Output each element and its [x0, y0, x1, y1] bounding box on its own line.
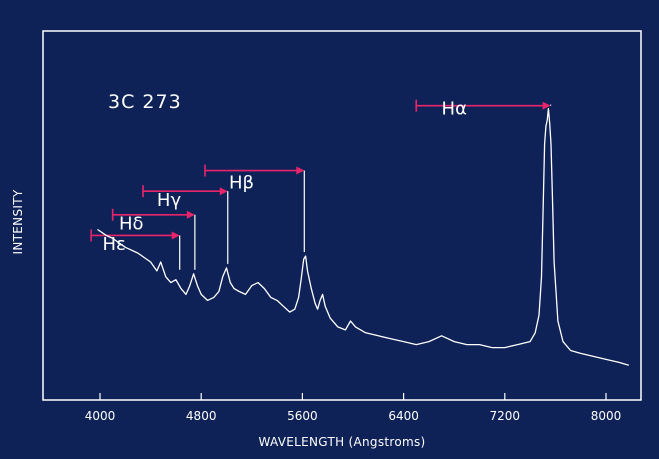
- x-tick-label: 7200: [490, 409, 521, 423]
- emission-line-label: Hε: [103, 234, 126, 255]
- emission-line-label: Hα: [442, 99, 467, 120]
- x-tick-label: 8000: [591, 409, 622, 423]
- spectrum-curve: [97, 107, 629, 366]
- x-axis-ticks: 4000 4800 5600 6400 7200 8000: [85, 393, 622, 423]
- x-tick-label: 4000: [85, 409, 116, 423]
- marker-arrowhead: [296, 166, 305, 175]
- emission-line-label: Hγ: [157, 190, 182, 211]
- x-tick-label: 4800: [186, 409, 217, 423]
- x-tick-label: 5600: [287, 409, 318, 423]
- x-tick-label: 6400: [388, 409, 419, 423]
- emission-line-marker: Hδ: [111, 208, 196, 270]
- emission-line-marker: Hγ: [142, 185, 229, 264]
- marker-arrowhead: [542, 101, 551, 110]
- emission-line-marker: Hε: [90, 229, 181, 270]
- emission-line-marker: Hα: [415, 99, 552, 120]
- marker-arrowhead: [171, 231, 180, 240]
- x-axis-title: WAVELENGTH (Angstroms): [258, 435, 425, 449]
- emission-line-marker: Hβ: [204, 164, 305, 253]
- y-axis-title: INTENSITY: [11, 189, 25, 254]
- emission-line-label: Hδ: [119, 214, 144, 235]
- marker-arrowhead: [186, 210, 195, 219]
- marker-arrowhead: [219, 187, 228, 196]
- emission-line-label: Hβ: [229, 172, 254, 193]
- object-label: 3C 273: [108, 91, 182, 113]
- plot-frame: [42, 30, 642, 401]
